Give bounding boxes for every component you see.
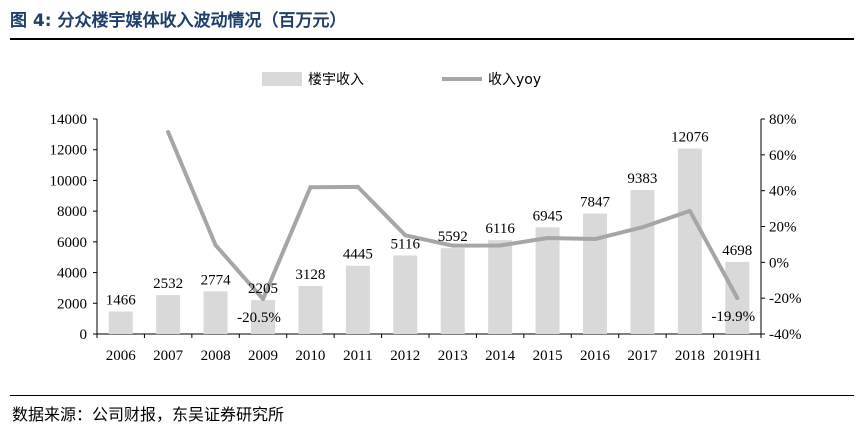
left-axis-tick-label: 4000 [57, 266, 87, 282]
x-axis-tick-label: 2010 [295, 348, 325, 364]
bar-value-label: 5116 [391, 236, 421, 252]
yoy-point [261, 297, 265, 302]
left-axis-tick-label: 12000 [50, 143, 88, 159]
x-axis-tick-label: 2016 [580, 348, 611, 364]
yoy-value-label: -20.5% [237, 310, 281, 326]
bar-value-label: 2205 [248, 281, 278, 297]
bar-value-label: 4445 [343, 247, 373, 263]
bar-value-label: 9383 [627, 171, 657, 187]
figure-title: 图 4: 分众楼宇媒体收入波动情况（百万元） [10, 6, 347, 36]
bar-value-label: 1466 [106, 292, 137, 308]
legend-swatch-bar [262, 72, 302, 86]
right-axis-tick-label: 60% [769, 148, 797, 164]
bar [535, 227, 560, 334]
bar [156, 295, 181, 334]
right-axis-tick-label: 80% [769, 112, 797, 128]
bars [108, 148, 750, 334]
x-axis-tick-label: 2013 [438, 348, 468, 364]
yoy-point [308, 185, 313, 190]
yoy-point [355, 184, 360, 189]
bar [488, 240, 513, 334]
bar [251, 300, 275, 334]
bar-value-label: 2774 [201, 272, 232, 288]
bar [393, 255, 418, 334]
x-axis-tick-label: 2014 [485, 348, 516, 364]
bar [583, 213, 607, 334]
figure-label: 图 4: [10, 11, 52, 31]
yoy-point [166, 130, 171, 135]
bar-value-label: 6116 [485, 221, 515, 237]
axes: 0 2000 4000 6000 8000 10000 12000 14000 -40% -20%… [50, 112, 802, 364]
left-axis-tick-label: 0 [80, 327, 88, 343]
x-axis-tick-label: 2012 [390, 348, 420, 364]
yoy-point [545, 235, 550, 240]
left-axis-tick-label: 8000 [57, 204, 87, 220]
yoy-point [687, 208, 692, 213]
bar [345, 265, 370, 334]
yoy-point [640, 225, 645, 230]
yoy-point [450, 243, 455, 248]
left-axis-tick-label: 6000 [57, 235, 87, 251]
bar [440, 248, 465, 334]
x-axis-tick-label: 2006 [106, 348, 137, 364]
x-axis-tick-label: 2011 [343, 348, 372, 364]
legend-label-line: 收入yoy [488, 72, 541, 88]
left-axis-tick-label: 10000 [50, 173, 88, 189]
bar-value-label: 7847 [580, 194, 611, 210]
yoy-point [593, 237, 597, 242]
line-layer [166, 130, 740, 302]
right-axis-tick-label: 20% [769, 220, 797, 236]
right-axis-tick-label: -20% [769, 291, 802, 307]
right-axis-tick-label: 40% [769, 184, 797, 200]
x-axis-tick-label: 2017 [627, 348, 658, 364]
right-axis-tick-label: -40% [769, 327, 802, 343]
left-axis-tick-label: 2000 [57, 296, 87, 312]
legend: 楼宇收入 收入yoy [262, 72, 541, 88]
bar-value-label: 5592 [438, 229, 468, 245]
yoy-point [735, 295, 740, 300]
x-axis-tick-label: 2009 [248, 348, 278, 364]
right-axis-tick-label: 0% [769, 255, 789, 271]
yoy-value-label: -19.9% [711, 309, 755, 325]
bar [298, 285, 323, 334]
x-axis-tick-label: 2007 [153, 348, 184, 364]
bar-value-label: 3128 [295, 267, 325, 283]
left-axis-tick-label: 14000 [50, 112, 88, 128]
yoy-point [498, 243, 503, 248]
yoy-point [213, 243, 218, 248]
title-divider [10, 38, 854, 40]
x-axis-tick-label: 2018 [675, 348, 705, 364]
source-note: 数据来源：公司财报，东吴证券研究所 [12, 405, 285, 424]
figure-title-text: 分众楼宇媒体收入波动情况（百万元） [57, 11, 347, 31]
bar-value-label: 6945 [533, 208, 563, 224]
data-labels: 1466 2532 2774 2205 3128 4445 5116 5592 6116 6945… [106, 130, 755, 327]
bar [108, 311, 133, 334]
bar [630, 189, 655, 334]
yoy-point [403, 233, 408, 238]
bar-value-label: 4698 [722, 243, 752, 259]
bar-value-label: 12076 [671, 130, 709, 146]
bar [677, 148, 702, 334]
x-axis-tick-label: 2008 [201, 348, 231, 364]
source-divider [10, 395, 854, 396]
legend-label-bar: 楼宇收入 [308, 72, 364, 88]
x-axis-tick-label: 2015 [533, 348, 563, 364]
bar-value-label: 2532 [153, 276, 183, 292]
bar [203, 291, 228, 334]
x-axis-tick-label: 2019H1 [713, 348, 761, 364]
